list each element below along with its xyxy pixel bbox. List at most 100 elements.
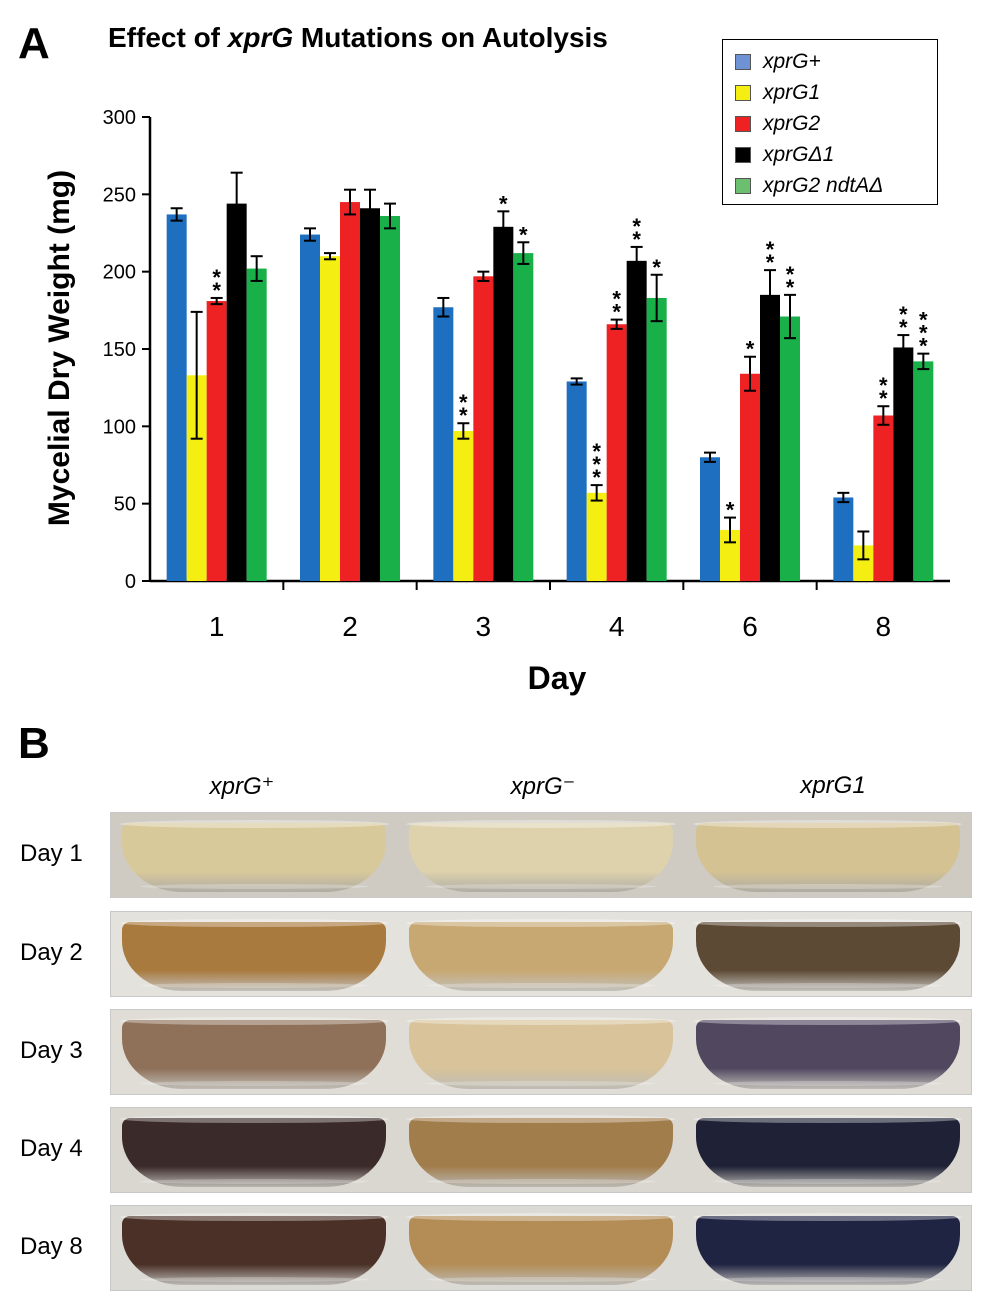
bar (380, 215, 400, 581)
culture-flask (684, 1206, 971, 1290)
flask-glare (426, 982, 656, 988)
legend-swatch (735, 53, 751, 70)
x-tick-label: 1 (209, 611, 225, 642)
culture-liquid (409, 1118, 673, 1187)
culture-liquid (122, 922, 387, 991)
flask-glare (426, 1276, 656, 1282)
significance-mark: * (746, 337, 755, 362)
culture-liquid (695, 1118, 960, 1187)
culture-flask (398, 1108, 685, 1192)
culture-flask (398, 1206, 685, 1290)
legend-label: xprG2 (763, 111, 821, 135)
y-tick-label: 100 (103, 416, 136, 438)
x-tick-label: 2 (342, 611, 358, 642)
flask-rim (406, 1114, 676, 1124)
bar (566, 381, 587, 581)
flask-glare (139, 883, 370, 889)
x-axis-label: Day (527, 660, 587, 696)
legend-item: xprG2 (735, 108, 937, 139)
bar (433, 307, 454, 581)
bar (853, 545, 874, 581)
flask-rim (692, 1016, 963, 1026)
culture-flask (684, 1010, 971, 1094)
bar (246, 268, 267, 581)
significance-mark: * (459, 390, 468, 415)
legend-item: xprG+ (735, 46, 937, 77)
strain-column-label: xprG⁺ (209, 773, 275, 800)
legend-label: xprG2 ndtAΔ (763, 173, 884, 197)
flask-glare (713, 1178, 943, 1184)
day-row-label: Day 4 (20, 1135, 83, 1162)
bar (300, 234, 320, 581)
flask-glare (139, 1080, 370, 1086)
bar (186, 375, 207, 581)
significance-mark: * (726, 498, 735, 523)
flask-photo-row (110, 1009, 972, 1095)
significance-mark: * (879, 373, 888, 398)
flask-photo-row (110, 1107, 972, 1193)
x-tick-label: 6 (742, 611, 758, 642)
flask-glare (713, 1080, 943, 1086)
chart-title-gene: xprG (227, 22, 294, 53)
strain-column-label: xprG1 (800, 772, 866, 799)
flask-rim (406, 819, 676, 829)
legend-item: xprG2 ndtAΔ (735, 170, 937, 201)
legend-label: xprGΔ1 (763, 142, 835, 166)
flask-photo-row (110, 812, 972, 898)
culture-flask (111, 1010, 398, 1094)
flask-rim (119, 1212, 390, 1222)
flask-glare (713, 982, 943, 988)
legend-item: xprGΔ1 (735, 139, 937, 170)
culture-flask (684, 912, 971, 996)
significance-mark: * (632, 227, 641, 252)
flask-photo-row (110, 911, 972, 997)
culture-flask (684, 1108, 971, 1192)
significance-mark: * (592, 439, 601, 464)
culture-flask (111, 1108, 398, 1192)
significance-mark: * (592, 465, 601, 490)
significance-mark: * (919, 308, 928, 333)
bar (320, 256, 340, 581)
legend-swatch (735, 84, 751, 101)
day-row-label: Day 8 (20, 1233, 83, 1260)
significance-mark: * (499, 191, 508, 216)
x-tick-label: 4 (609, 611, 625, 642)
legend-swatch (735, 146, 751, 163)
significance-mark: * (879, 386, 888, 411)
bar (740, 373, 760, 581)
flask-glare (426, 1178, 656, 1184)
chart-title: Effect of xprG Mutations on Autolysis (108, 22, 608, 54)
y-axis-label: Mycelial Dry Weight (mg) (43, 169, 76, 527)
legend-swatch (735, 177, 751, 194)
day-row-label: Day 3 (20, 1037, 83, 1064)
flask-glare (713, 883, 943, 889)
bar (340, 202, 360, 582)
significance-mark: * (519, 222, 528, 247)
y-tick-label: 300 (103, 107, 136, 129)
strain-column-label: xprG⁻ (510, 773, 576, 800)
legend-label: xprG+ (763, 49, 821, 73)
culture-liquid (695, 1216, 960, 1285)
legend-swatch (735, 115, 751, 132)
flask-rim (119, 1114, 390, 1124)
bar (513, 253, 534, 581)
day-row-label: Day 2 (20, 939, 83, 966)
flask-rim (406, 1212, 676, 1222)
y-tick-label: 200 (103, 262, 136, 284)
bar (493, 226, 514, 581)
x-tick-label: 3 (476, 611, 492, 642)
y-tick-label: 250 (103, 184, 136, 206)
flask-glare (139, 982, 370, 988)
panel-a-letter: A (18, 19, 50, 68)
bar (646, 297, 667, 581)
bar (700, 457, 720, 581)
bar (473, 276, 494, 581)
flask-rim (692, 1212, 963, 1222)
significance-mark: * (212, 278, 221, 303)
flask-rim (406, 1016, 676, 1026)
x-tick-label: 8 (876, 611, 892, 642)
significance-mark: * (919, 321, 928, 346)
culture-flask (111, 912, 398, 996)
significance-mark: * (766, 250, 775, 275)
significance-mark: * (786, 275, 795, 300)
